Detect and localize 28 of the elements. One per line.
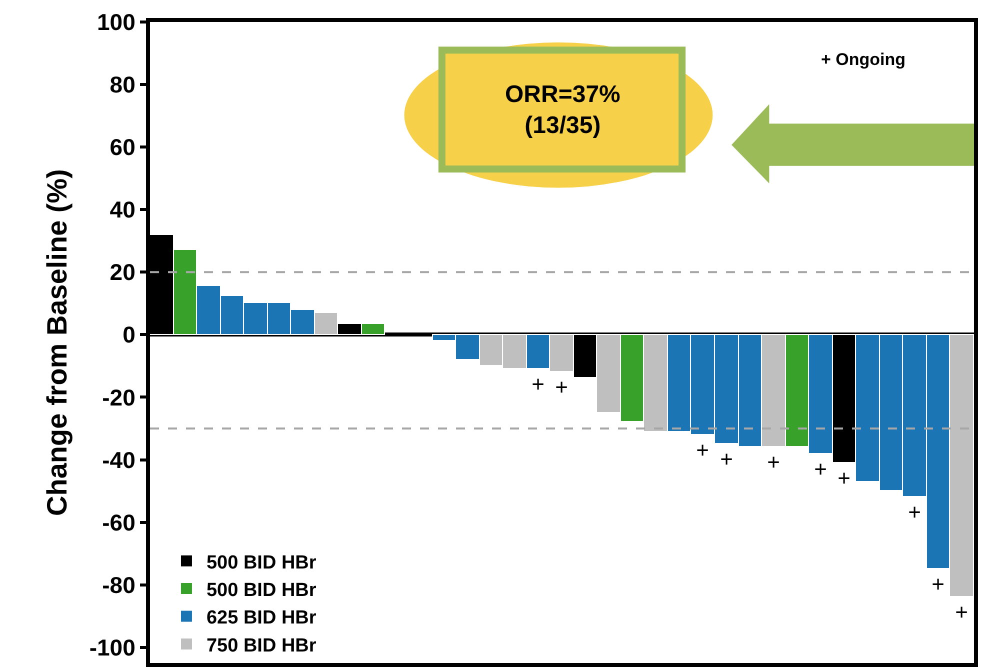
- annotation: + Ongoing: [821, 50, 906, 69]
- y-tick-label: -20: [102, 384, 136, 410]
- annotation: ORR=37% (13/35): [505, 81, 620, 140]
- data-label: +: [696, 438, 709, 462]
- y-tick-label: -80: [102, 572, 136, 598]
- data-label: +: [932, 572, 944, 596]
- legend-label: 500 BID HBr: [206, 552, 317, 574]
- data-label: +: [838, 466, 850, 490]
- y-tick-label: 100: [97, 9, 136, 36]
- y-tick-label: -60: [102, 509, 136, 536]
- legend-label: 625 BID HBr: [206, 608, 317, 629]
- y-tick-label: 60: [110, 134, 136, 160]
- data-label: +: [555, 374, 568, 400]
- legend-label: 750 BID HBr: [206, 635, 317, 656]
- data-label: +: [767, 450, 780, 474]
- y-tick-label: 40: [110, 196, 136, 223]
- y-tick-label: -40: [102, 446, 136, 473]
- data-label: +: [720, 446, 733, 472]
- y-tick-label: 20: [110, 259, 136, 286]
- legend-label: 500 BID HBr: [206, 580, 317, 601]
- data-label: +: [955, 600, 968, 624]
- y-tick-label: 80: [110, 72, 136, 98]
- y-tick-label: 0: [122, 322, 136, 348]
- y-axis-title: Change from Baseline (%): [42, 169, 73, 516]
- y-tick-label: -100: [89, 634, 136, 660]
- data-label: +: [532, 372, 544, 396]
- data-label: +: [814, 456, 827, 482]
- data-label: +: [908, 500, 921, 524]
